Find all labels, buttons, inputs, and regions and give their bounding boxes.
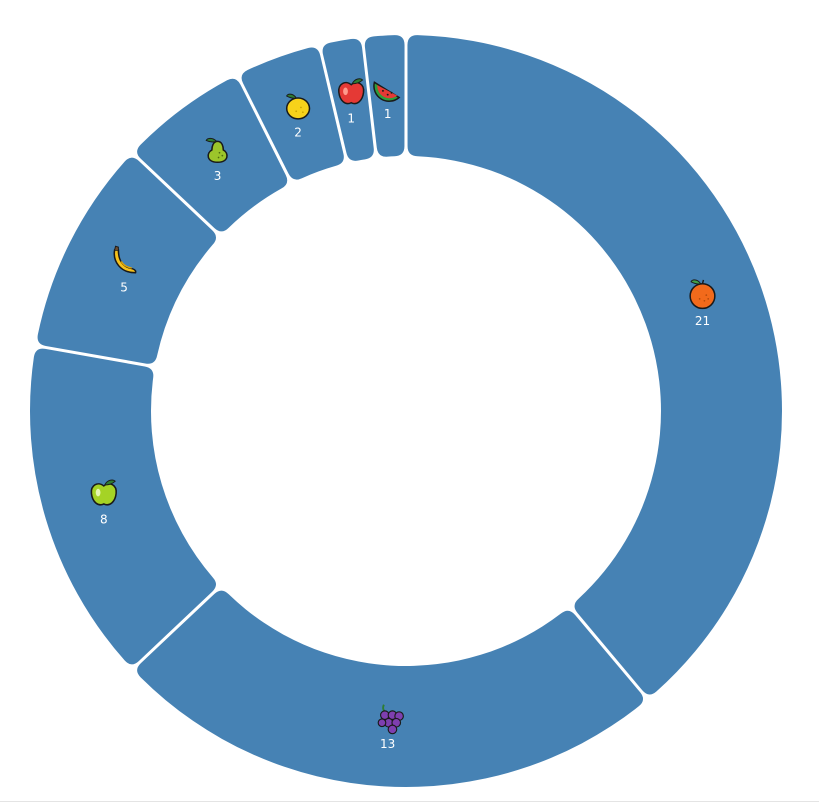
slice-value-label-orange: 21	[695, 314, 710, 328]
donut-slice-orange	[407, 35, 782, 695]
donut-slice-banana	[37, 157, 217, 364]
donut-slice-grapes	[137, 590, 644, 788]
slice-value-label-lemon: 2	[294, 126, 302, 140]
bottom-divider	[0, 801, 819, 802]
slice-value-label-apple-green: 8	[100, 513, 108, 527]
donut-slice-apple-green	[30, 348, 217, 665]
slice-value-label-watermelon: 1	[384, 107, 392, 121]
slice-value-label-banana: 5	[120, 280, 128, 294]
slice-value-label-grapes: 13	[380, 737, 395, 751]
slice-value-label-pear: 3	[214, 169, 222, 183]
slices-layer	[30, 35, 782, 788]
slice-value-label-apple-red: 1	[347, 111, 355, 125]
